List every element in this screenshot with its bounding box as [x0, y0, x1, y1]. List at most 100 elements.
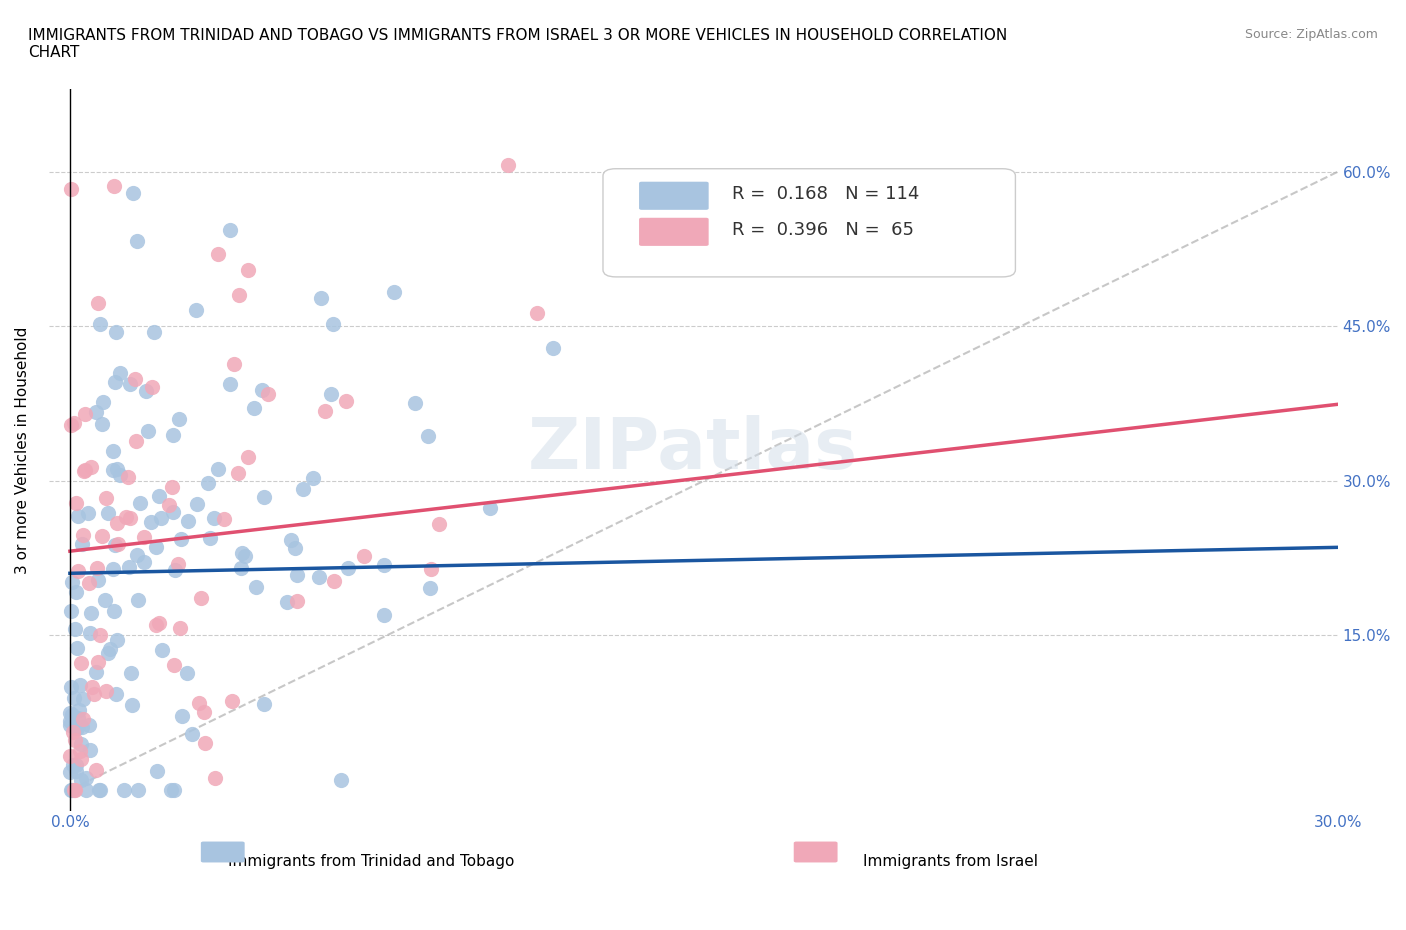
Point [479, 500, 502, 515]
Point [190, 591, 212, 605]
Point [285, 593, 308, 608]
Point [83, 686, 105, 701]
Point [67, 703, 90, 718]
Point [132, 554, 155, 569]
Point [160, 480, 183, 495]
Point [70, 537, 93, 551]
Point [70, 719, 93, 734]
Point [373, 607, 395, 622]
Point [63, 721, 86, 736]
Point [86, 561, 108, 576]
Point [207, 461, 229, 476]
Point [170, 532, 193, 547]
Point [231, 546, 253, 561]
Point [284, 540, 307, 555]
Point [62, 415, 84, 430]
Point [323, 574, 346, 589]
Point [59, 680, 82, 695]
Point [75, 407, 97, 422]
Point [135, 384, 157, 399]
Point [180, 726, 202, 741]
Point [105, 325, 128, 339]
Point [219, 377, 242, 392]
Point [219, 222, 242, 237]
Point [79, 743, 101, 758]
Point [60, 574, 83, 589]
Point [150, 643, 173, 658]
Point [97, 646, 120, 661]
Point [145, 539, 167, 554]
Point [86, 405, 108, 419]
Point [108, 468, 131, 483]
Text: ZIPatlas: ZIPatlas [529, 416, 858, 485]
Point [60, 782, 83, 797]
Point [86, 763, 108, 777]
Point [541, 340, 564, 355]
Point [122, 186, 145, 201]
FancyBboxPatch shape [603, 168, 1015, 277]
Point [129, 496, 152, 511]
Point [112, 782, 135, 797]
Point [62, 690, 84, 705]
Point [91, 395, 114, 410]
Point [108, 365, 131, 380]
Point [94, 684, 117, 698]
Point [163, 563, 186, 578]
Point [79, 576, 101, 591]
Point [214, 512, 236, 526]
Point [157, 498, 180, 512]
Point [105, 515, 128, 530]
Point [97, 506, 120, 521]
Point [416, 429, 439, 444]
Point [124, 372, 146, 387]
Point [118, 559, 141, 574]
Point [143, 325, 166, 339]
Point [59, 603, 82, 618]
Point [73, 463, 96, 478]
Point [404, 395, 426, 410]
Point [138, 424, 160, 439]
Point [73, 463, 96, 478]
Point [115, 510, 138, 525]
Point [238, 262, 260, 277]
Point [526, 306, 548, 321]
Point [65, 584, 87, 599]
Point [70, 737, 93, 751]
Point [62, 757, 84, 772]
Point [65, 496, 87, 511]
Point [125, 434, 148, 449]
Point [98, 642, 121, 657]
Point [60, 708, 83, 723]
Point [89, 782, 111, 797]
Point [120, 665, 142, 680]
Point [127, 233, 149, 248]
Point [62, 708, 84, 723]
Point [60, 418, 83, 432]
Point [107, 537, 129, 551]
Point [198, 530, 221, 545]
Point [66, 721, 89, 736]
Point [427, 517, 450, 532]
Text: Immigrants from Trinidad and Tobago: Immigrants from Trinidad and Tobago [228, 854, 515, 869]
Point [65, 764, 87, 778]
Point [87, 572, 110, 587]
Point [118, 377, 141, 392]
Point [121, 698, 143, 712]
Point [89, 317, 111, 332]
Point [202, 511, 225, 525]
Text: IMMIGRANTS FROM TRINIDAD AND TOBAGO VS IMMIGRANTS FROM ISRAEL 3 OR MORE VEHICLES: IMMIGRANTS FROM TRINIDAD AND TOBAGO VS I… [28, 28, 1007, 60]
Point [311, 290, 333, 305]
Point [335, 393, 357, 408]
Point [353, 548, 375, 563]
Point [105, 461, 128, 476]
Point [193, 704, 215, 719]
Y-axis label: 3 or more Vehicles in Household: 3 or more Vehicles in Household [15, 326, 30, 574]
Point [373, 557, 395, 572]
FancyBboxPatch shape [794, 842, 838, 862]
Point [75, 782, 97, 797]
Point [59, 714, 82, 729]
Point [204, 770, 226, 785]
Point [103, 179, 125, 193]
Point [94, 490, 117, 505]
Text: Source: ZipAtlas.com: Source: ZipAtlas.com [1244, 28, 1378, 41]
